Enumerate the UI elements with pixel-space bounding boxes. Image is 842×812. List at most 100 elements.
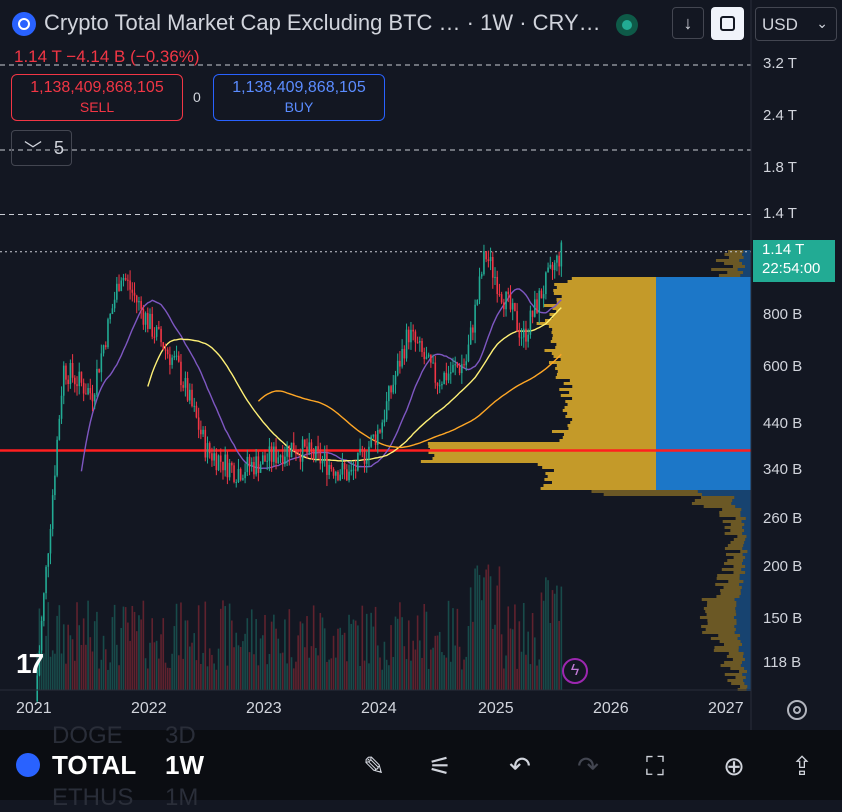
candle-body [558,255,560,267]
volume-bar [250,609,253,690]
volume-bar [67,624,69,690]
candle-body [217,455,220,471]
volume-bar [407,620,410,690]
candle-body [368,446,370,460]
volume-profile-bar-up [746,535,751,538]
fullscreen-toggle-button[interactable] [711,7,744,40]
volume-profile-bar-up [656,319,751,322]
volume-profile-bar-down [550,340,656,343]
candle-body [202,429,204,435]
candle-body [385,401,388,420]
volume-bar [127,622,129,690]
volume-bar [140,619,142,690]
candle-body [253,462,255,475]
volume-profile-bar-up [656,382,751,385]
candle-body [257,456,260,473]
redo-icon[interactable]: ↷ [577,751,599,781]
market-status-icon[interactable] [616,14,638,36]
candle-body [449,372,452,374]
candle-body [441,384,443,386]
x-tick-label: 2024 [361,700,397,717]
candle-body [160,328,162,343]
footer-symbol[interactable]: TOTAL [52,750,137,780]
candle-body [89,388,92,394]
indicators-count: 5 [54,138,65,158]
volume-profile-bar-up [735,607,751,610]
volume-bar [317,655,319,690]
buy-button[interactable]: 1,138,409,868,105 BUY [213,74,385,121]
currency-select[interactable]: USD ⌄ [755,7,837,41]
volume-profile-bar-up [732,499,751,502]
volume-profile-bar-down [735,676,746,679]
fullscreen-icon[interactable]: ⛶ [645,751,665,781]
volume-bar [365,613,368,690]
candle-body [142,308,145,325]
volume-bar [534,637,536,690]
undo-icon[interactable]: ↶ [509,751,531,781]
candle-body [116,283,118,300]
candle-body [200,429,202,435]
pencil-icon[interactable]: ✎ [363,751,385,781]
download-arrow-icon[interactable]: ↓ [672,7,704,39]
indicators-toggle[interactable]: ﹀ 5 [11,130,72,166]
volume-profile-bar-up [656,325,751,328]
candle-body [469,327,472,345]
candle-body [206,443,209,458]
volume-profile-bar-down [557,370,656,373]
volume-profile-bar-up [745,538,751,541]
candle-body [149,313,151,329]
candle-body [184,378,187,388]
candle-body [363,449,366,464]
volume-bar [166,667,169,690]
volume-profile-bar-down [560,358,656,361]
volume-bar [480,600,483,690]
volume-bar [531,613,534,690]
volume-bar [60,653,63,690]
volume-bar [56,615,58,690]
candle-body [491,257,494,278]
candle-body [551,264,554,271]
share-icon[interactable]: ⇪ [791,751,813,781]
sliders-icon[interactable]: ⚟ [428,751,452,781]
volume-profile-bar-down [567,424,656,427]
idea-icon[interactable]: ⊕ [723,751,745,781]
volume-bar [54,653,56,690]
candle-body [474,304,476,333]
candle-body [330,464,333,469]
volume-bar [104,649,107,690]
volume-profile-bar-down [700,496,735,499]
footer-interval[interactable]: 1W [165,750,204,780]
volume-profile-bar-down [591,490,698,493]
price-chart[interactable] [0,0,842,730]
candle-body [146,313,149,329]
volume-bar [474,568,476,690]
volume-profile-bar-up [743,250,751,253]
volume-bar [74,660,76,690]
volume-bar [124,607,127,690]
volume-profile-bar-down [724,253,743,256]
candle-body [144,313,147,325]
candle-body [494,276,496,278]
volume-bar [153,642,156,690]
lightning-icon[interactable]: ϟ [562,658,588,684]
volume-profile-bar-down [565,400,656,403]
volume-bar [89,637,92,690]
chart-title[interactable]: Crypto Total Market Cap Excluding BTC … … [44,10,601,35]
volume-profile-bar-up [656,466,751,469]
volume-profile-bar-down [545,472,656,475]
volume-profile-bar-down [713,649,739,652]
volume-profile-bar-up [656,475,751,478]
volume-bar [177,655,180,690]
y-tick-label: 3.2 T [763,55,797,72]
volume-profile-bar-down [571,277,656,280]
candle-body [503,302,505,310]
candle-body [292,442,295,452]
candle-body [40,620,43,651]
sell-button[interactable]: 1,138,409,868,105 SELL [11,74,183,121]
candle-body [498,294,501,296]
moving-average-100 [257,353,562,449]
candle-body [463,364,465,366]
volume-profile-bar-down [699,616,734,619]
candle-body [388,386,390,402]
volume-bar [315,647,317,690]
